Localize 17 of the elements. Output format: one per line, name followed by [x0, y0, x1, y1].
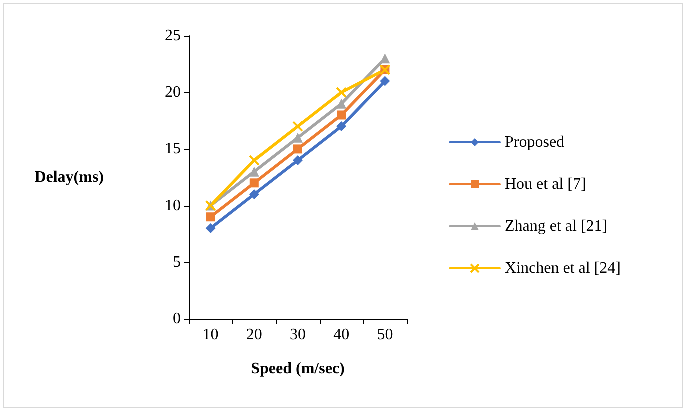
x-tick-label: 30 — [290, 326, 306, 344]
x-tick-label: 40 — [334, 326, 350, 344]
y-tick-label: 10 — [165, 197, 181, 214]
legend-label: Xinchen et al [24] — [505, 260, 621, 277]
x-tick-label: 50 — [377, 326, 394, 344]
x-tick-label: 10 — [202, 326, 219, 344]
x-axis-title: Speed (m/sec) — [251, 360, 345, 378]
y-tick-label: 20 — [165, 84, 181, 102]
x-tick-label: 20 — [246, 326, 262, 344]
y-tick-label: 0 — [173, 310, 181, 328]
legend-label: Proposed — [505, 134, 565, 151]
y-axis-title: Delay(ms) — [34, 169, 104, 186]
legend-label: Zhang et al [21] — [505, 218, 608, 235]
y-tick-label: 5 — [173, 254, 181, 271]
y-tick-label: 25 — [165, 28, 181, 44]
y-tick-label: 15 — [165, 140, 181, 158]
legend-label: Hou et al [7] — [505, 176, 586, 193]
